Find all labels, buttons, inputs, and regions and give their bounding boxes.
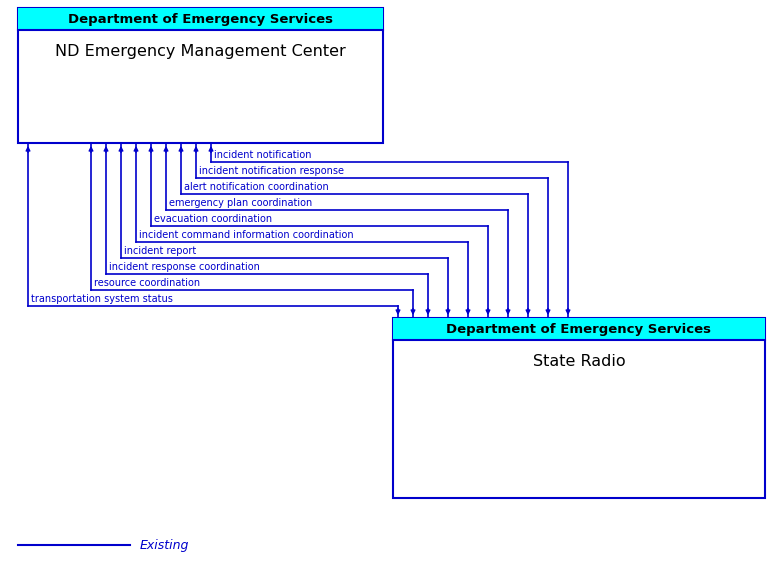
Text: incident response coordination: incident response coordination xyxy=(109,262,260,272)
Text: incident notification response: incident notification response xyxy=(199,166,344,176)
Text: alert notification coordination: alert notification coordination xyxy=(184,182,329,192)
Text: State Radio: State Radio xyxy=(532,354,626,369)
Text: incident notification: incident notification xyxy=(214,150,312,160)
Bar xyxy=(18,8,383,30)
Bar xyxy=(18,8,383,143)
Text: resource coordination: resource coordination xyxy=(94,278,200,288)
Text: incident report: incident report xyxy=(124,246,197,256)
Text: Existing: Existing xyxy=(140,538,189,552)
Bar xyxy=(393,318,765,498)
Text: transportation system status: transportation system status xyxy=(31,294,173,304)
Text: emergency plan coordination: emergency plan coordination xyxy=(169,198,312,208)
Text: Department of Emergency Services: Department of Emergency Services xyxy=(446,322,712,335)
Text: Department of Emergency Services: Department of Emergency Services xyxy=(68,13,333,26)
Text: incident command information coordination: incident command information coordinatio… xyxy=(139,230,354,240)
Bar xyxy=(393,318,765,340)
Text: evacuation coordination: evacuation coordination xyxy=(154,214,272,224)
Text: ND Emergency Management Center: ND Emergency Management Center xyxy=(55,44,346,59)
